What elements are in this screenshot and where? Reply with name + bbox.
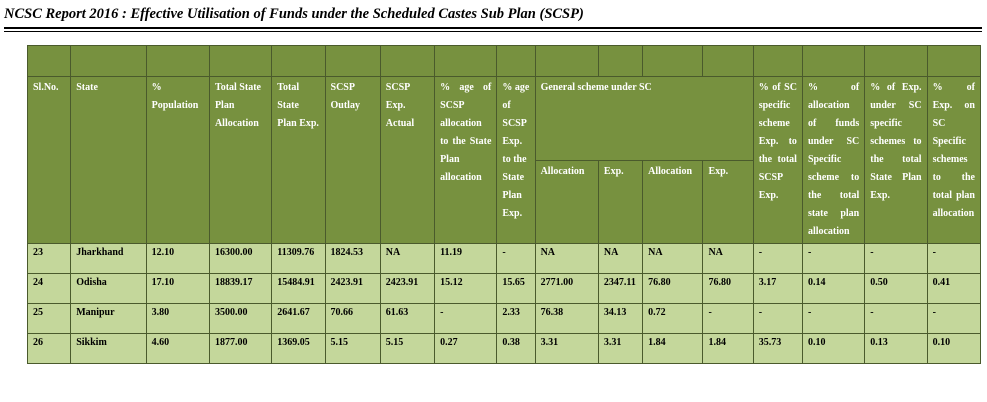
table-cell: 1.84 [642, 333, 704, 364]
table-cell: 23 [26, 243, 72, 274]
table-cell: 3500.00 [208, 303, 273, 334]
col-header-pct-exp-sc-specific: % of Exp. under SC specific schemes to t… [864, 76, 928, 244]
col-header-state: State [70, 76, 147, 244]
table-cell: 0.50 [864, 273, 928, 304]
table-cell: 61.63 [379, 303, 436, 334]
col-header-pct-scsp-allocation: % age of SCSP allocation to the State Pl… [434, 76, 498, 244]
table-cell: Sikkim [70, 333, 147, 364]
col-header-scsp-exp-actual: SCSP Exp. Actual [379, 76, 436, 244]
table-cell: 2641.67 [271, 303, 326, 334]
table-cell: 17.10 [145, 273, 210, 304]
table-cell: 1824.53 [324, 243, 381, 274]
title-underline [4, 27, 982, 29]
table-cell: 76.80 [642, 273, 704, 304]
col-header-total-state-plan-exp: Total State Plan Exp. [271, 76, 326, 244]
table-cell: 76.80 [702, 273, 754, 304]
table-cell: Jharkhand [70, 243, 147, 274]
table-cell: - [926, 303, 982, 334]
table-cell: - [864, 303, 928, 334]
table-cell: 2423.91 [324, 273, 381, 304]
table-cell: 2.33 [496, 303, 536, 334]
header-row: Sl.No. State % Population Total State Pl… [26, 76, 982, 244]
col-header-allocation-2: Allocation [642, 159, 704, 244]
table-cell: 16300.00 [208, 243, 273, 274]
table-cell: 3.80 [145, 303, 210, 334]
col-header-pct-allocation-sc-specific: % of allocation of funds under SC Specif… [801, 76, 866, 244]
table-cell: Manipur [70, 303, 147, 334]
col-header-total-state-plan-allocation: Total State Plan Allocation [208, 76, 273, 244]
table-cell: 15484.91 [271, 273, 326, 304]
table-cell: - [702, 303, 754, 334]
table-cell: 15.12 [434, 273, 498, 304]
table-cell: - [752, 243, 803, 274]
col-header-general-scheme: General scheme under SC [534, 76, 754, 161]
table-cell: 11309.76 [271, 243, 326, 274]
table-cell: - [752, 303, 803, 334]
col-header-exp-1: Exp. [597, 159, 644, 244]
table-cell: 15.65 [496, 273, 536, 304]
table-cell: 2423.91 [379, 273, 436, 304]
table-cell: NA [642, 243, 704, 274]
table-cell: - [801, 243, 866, 274]
col-header-scsp-outlay: SCSP Outlay [324, 76, 381, 244]
table-cell: 4.60 [145, 333, 210, 364]
table-cell: 1369.05 [271, 333, 326, 364]
title-underline-thin [4, 31, 982, 32]
table-cell: 1.84 [702, 333, 754, 364]
table-cell: - [926, 243, 982, 274]
table-cell: 26 [26, 333, 72, 364]
table-cell: NA [702, 243, 754, 274]
table-cell: NA [597, 243, 644, 274]
col-header-exp-2: Exp. [702, 159, 754, 244]
table-row: 25 Manipur 3.80 3500.00 2641.67 70.66 61.63-2.… [26, 303, 982, 334]
table-cell: - [801, 303, 866, 334]
blank-header-row [26, 45, 982, 77]
table-cell: 0.72 [642, 303, 704, 334]
table-cell: 5.15 [379, 333, 436, 364]
table-cell: 34.13 [597, 303, 644, 334]
table-cell: 24 [26, 273, 72, 304]
table-cell: 0.14 [801, 273, 866, 304]
table-cell: 0.13 [864, 333, 928, 364]
table-cell: NA [379, 243, 436, 274]
table-cell: 3.31 [534, 333, 599, 364]
col-header-slno: Sl.No. [26, 76, 72, 244]
report-title: NCSC Report 2016 : Effective Utilisation… [4, 6, 584, 22]
table-cell: Odisha [70, 273, 147, 304]
table-cell: 2771.00 [534, 273, 599, 304]
table-cell: 76.38 [534, 303, 599, 334]
table-cell: 3.31 [597, 333, 644, 364]
table-cell: 11.19 [434, 243, 498, 274]
table-row: 24 Odisha 17.10 18839.17 15484.91 2423.91 2423… [26, 273, 982, 304]
col-header-pct-sc-specific-scheme-exp: % of SC specific scheme Exp. to the tota… [752, 76, 803, 244]
table-cell: 18839.17 [208, 273, 273, 304]
scsp-table: Sl.No. State % Population Total State Pl… [26, 45, 982, 364]
table-cell: 0.41 [926, 273, 982, 304]
table-cell: 35.73 [752, 333, 803, 364]
table-cell: 0.10 [926, 333, 982, 364]
table-cell: NA [534, 243, 599, 274]
table-cell: 25 [26, 303, 72, 334]
table-cell: 5.15 [324, 333, 381, 364]
col-header-pct-scsp-exp: % age of SCSP Exp. to the State Plan Exp… [496, 76, 536, 244]
table-cell: 3.17 [752, 273, 803, 304]
table-row: 23 Jharkhand 12.10 16300.00 11309.76 1824.53 N… [26, 243, 982, 274]
header-subrow: Allocation Exp. Allocation Exp. [28, 159, 981, 244]
table-cell: - [434, 303, 498, 334]
table-cell: 0.10 [801, 333, 866, 364]
col-header-population: % Population [145, 76, 210, 244]
table-cell: 1877.00 [208, 333, 273, 364]
table-cell: 0.38 [496, 333, 536, 364]
col-header-allocation-1: Allocation [534, 159, 599, 244]
table-cell: 70.66 [324, 303, 381, 334]
table-cell: 0.27 [434, 333, 498, 364]
table-cell: - [864, 243, 928, 274]
table-cell: 12.10 [145, 243, 210, 274]
table-cell: 2347.11 [597, 273, 644, 304]
table-cell: - [496, 243, 536, 274]
col-header-pct-exp-total-plan: % of Exp. on SC Specific schemes to the … [926, 76, 982, 244]
table-row: 26 Sikkim 4.60 1877.00 1369.05 5.15 5.15 0.27 0.… [26, 333, 982, 364]
